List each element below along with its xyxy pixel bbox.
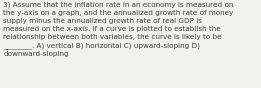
Text: 3) Assume that the inflation rate in an economy is measured on
the y-axis on a g: 3) Assume that the inflation rate in an … xyxy=(3,1,234,57)
